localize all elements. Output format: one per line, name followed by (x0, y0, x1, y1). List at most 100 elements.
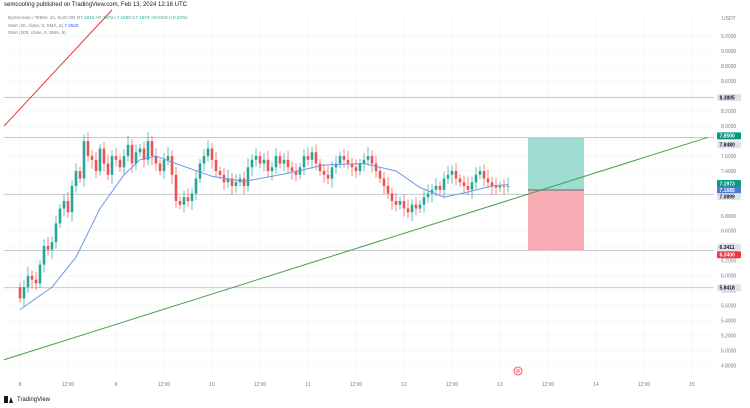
candle-body (366, 156, 370, 160)
candle (306, 147, 310, 166)
candle-body (362, 159, 366, 164)
price-badge-label: 8.3805 (720, 95, 736, 101)
candle (206, 139, 210, 162)
time-tick-label: 15 (689, 382, 695, 388)
candle-body (374, 163, 378, 172)
price-tick-label: 6.8000 (721, 214, 737, 220)
sma-200-row[interactable]: SMA (200, close, 0, SMA, 5) (8, 29, 188, 37)
candle (66, 192, 70, 218)
candle (362, 153, 366, 172)
candle (254, 148, 258, 167)
price-badge: 7.8500 (717, 132, 741, 140)
candle-body (110, 156, 114, 175)
candle-body (398, 200, 402, 205)
candle-body (18, 287, 22, 299)
candle-body (126, 144, 130, 157)
candle (58, 203, 62, 228)
candle-body (90, 156, 94, 160)
candle-body (462, 182, 466, 187)
candle (450, 165, 454, 184)
candle (350, 157, 354, 177)
candle (154, 148, 158, 171)
sma-20-row[interactable]: SMA (20, close, 0, SMA, 5) 7.2520 (8, 22, 188, 30)
candle-body (418, 204, 422, 209)
candle-body (70, 186, 74, 213)
candle (486, 169, 490, 188)
time-tick-label: 12 (401, 382, 407, 388)
candle-body (254, 156, 258, 160)
candle-body (266, 159, 270, 172)
candle (22, 280, 26, 307)
candle-body (26, 275, 30, 288)
candle (410, 199, 414, 222)
candle-body (482, 171, 486, 179)
price-badge: 7.1685 (717, 186, 741, 194)
candle (42, 239, 46, 273)
price-badge-label: 5.8418 (720, 286, 736, 292)
symbol-name[interactable]: Dymension / Tether, 1h, KUCOIN (8, 15, 76, 20)
event-marker[interactable] (513, 366, 523, 376)
footer-brand[interactable]: TradingView (4, 396, 50, 403)
candle-body (478, 171, 482, 175)
time-tick-label: 8 (19, 382, 22, 388)
candle (418, 200, 422, 213)
candle (494, 178, 498, 195)
candle-body (86, 141, 90, 157)
price-tick-label: 6.6000 (721, 229, 737, 235)
candle-body (146, 141, 150, 160)
candle-body (250, 159, 254, 168)
candle-body (270, 167, 274, 172)
candle-body (326, 174, 330, 179)
candle-body (454, 171, 458, 179)
candle-body (230, 178, 234, 187)
price-badge-bg (717, 94, 741, 102)
candle-body (210, 148, 214, 160)
candle (158, 159, 162, 176)
price-badge-bg (717, 193, 741, 201)
candle-body (142, 148, 146, 160)
candle-body (66, 200, 70, 213)
candle (318, 159, 322, 176)
candle (370, 150, 374, 173)
candle-body (130, 144, 134, 164)
resistance-trendline (3, 9, 113, 127)
candle (342, 149, 346, 168)
candle (302, 149, 306, 176)
candle (86, 132, 90, 162)
candle-body (298, 167, 302, 175)
candle (18, 282, 22, 303)
price-axis[interactable]: USDT 9.20009.00008.80008.60008.40008.200… (717, 16, 741, 370)
price-badge-bg (717, 186, 741, 194)
candle (222, 168, 226, 191)
long-position-tool[interactable] (528, 137, 584, 251)
price-badge-bg (717, 141, 741, 149)
price-tick-label: 8.6000 (721, 79, 737, 85)
candle (382, 171, 386, 194)
candle-body (242, 178, 246, 187)
time-tick-label: 11 (305, 382, 310, 388)
time-tick-label: 12:00 (350, 382, 363, 388)
candle (346, 150, 350, 170)
candle-body (162, 159, 166, 172)
candle (390, 187, 394, 210)
candle (402, 194, 406, 217)
candle (186, 188, 190, 207)
time-axis[interactable]: 8 12:00 9 12:00 10 12:00 11 12:00 12 12:00 13 12:00… (19, 382, 695, 388)
open-value: 7.1815 (80, 15, 95, 20)
candle-body (178, 200, 182, 205)
candle-body (342, 156, 346, 160)
candle (162, 153, 166, 179)
candle-body (498, 186, 502, 188)
candle-body (38, 264, 42, 284)
price-tick-label: 8.0000 (721, 124, 737, 130)
candle-body (422, 197, 426, 205)
candle-body (286, 159, 290, 168)
candle-body (246, 167, 250, 187)
candle-body (490, 182, 494, 187)
candle (142, 141, 146, 168)
change-value: +0.0158 (+0.22%) (150, 15, 188, 20)
price-badge: 8.3805 (717, 94, 741, 101)
candle (134, 144, 138, 171)
candle-body (186, 197, 190, 201)
